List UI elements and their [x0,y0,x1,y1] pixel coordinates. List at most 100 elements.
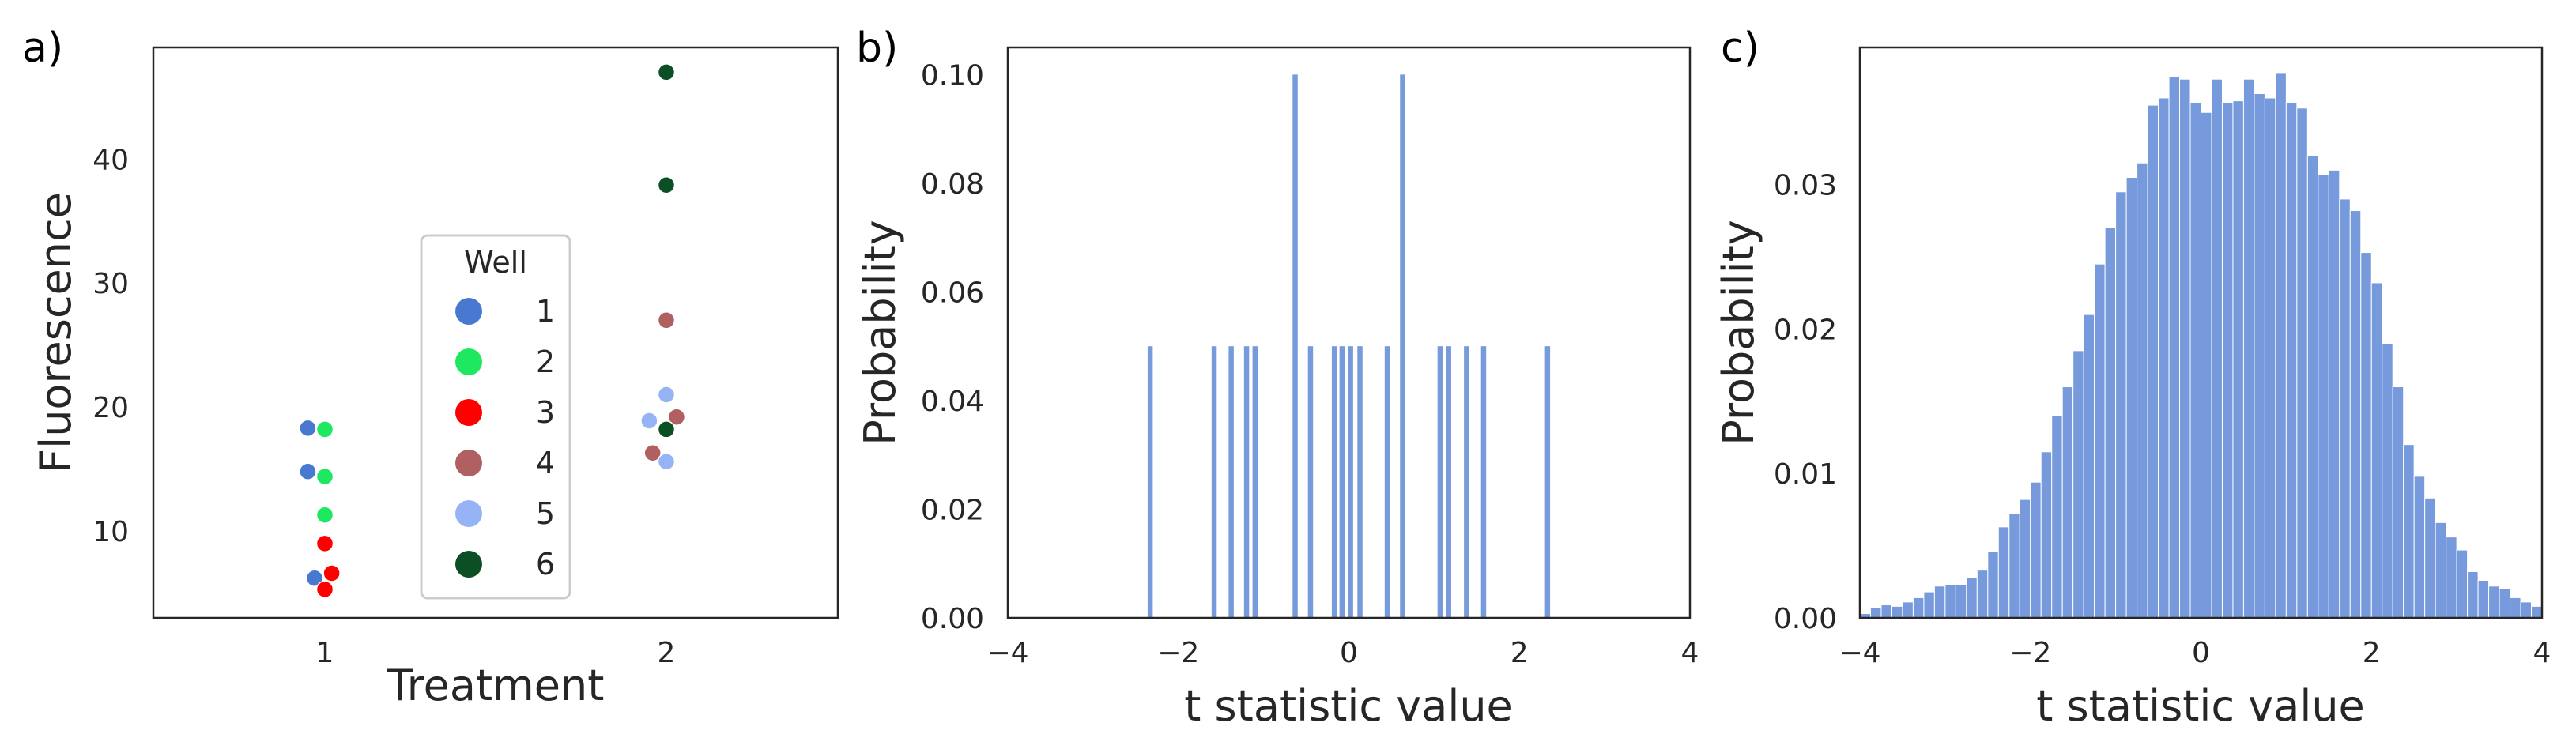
panel-c: c) 0.00 0.01 0.02 0.03 −4 −2 0 2 4 t statistic … [1714,24,2551,731]
histogram-bar [1891,605,1903,619]
histogram-bar [2370,282,2383,619]
x-tick-label: 4 [2533,637,2551,669]
histogram-bar [2211,78,2223,619]
histogram-bar [1446,346,1451,618]
histogram-bar [2306,155,2319,619]
histogram-bar [2254,92,2265,619]
legend-label: 3 [536,395,555,430]
histogram-bar [2467,571,2479,619]
legend-marker [455,348,482,375]
y-tick-label: 10 [92,516,129,548]
legend-marker [455,399,482,426]
panel-a-y-ticks: 10 20 30 40 [92,144,129,548]
histogram-bar [2510,597,2521,619]
histogram-bar [1966,577,1978,619]
x-tick-label: 2 [2363,637,2381,669]
panel-c-frame [1858,46,2544,619]
histogram-bar [1331,346,1337,618]
histogram-bar [2285,101,2298,619]
histogram-bar [1307,346,1314,618]
panel-a-x-label: Treatment [387,661,605,710]
histogram-bar [2040,451,2053,619]
scatter-point-well-1 [305,569,324,588]
y-tick-label: 0.03 [1774,170,1837,202]
histogram-bar [1400,74,1405,618]
histogram-bar [2413,476,2426,619]
histogram-bar [1933,585,1946,619]
panel-a-frame [152,46,839,619]
histogram-bar [2061,386,2074,619]
x-tick-label: 1 [316,637,334,669]
y-tick-label: 0.08 [921,168,984,201]
x-tick-label: 0 [1340,637,1358,669]
histogram-bar [2328,169,2340,619]
scatter-point-well-5 [657,386,676,404]
histogram-bar [2158,97,2170,619]
panel-a-y-label: Fluorescence [31,192,81,473]
histogram-bar [2083,314,2095,619]
histogram-bar [1987,551,1999,619]
y-tick-label: 0.01 [1774,458,1837,491]
legend-label: 5 [536,496,555,531]
legend-entries: 1 2 3 4 5 6 [455,294,555,582]
panel-a-letter: a) [22,24,63,72]
histogram-bar [2456,549,2469,619]
scatter-point-well-1 [299,462,317,481]
panel-c-y-ticks: 0.00 0.01 0.02 0.03 [1774,170,1837,635]
scatter-point-well-4 [643,443,662,462]
legend-label: 2 [536,344,555,379]
histogram-bar [1912,597,1925,619]
scatter-point-well-2 [315,506,334,524]
histogram-bar [1147,346,1153,618]
histogram-bar [1480,346,1487,618]
x-tick-label: −2 [1157,637,1199,669]
panel-c-x-ticks: −4 −2 0 2 4 [1839,637,2551,669]
panel-b-y-ticks: 0.00 0.02 0.04 0.06 0.08 0.10 [921,59,984,635]
histogram-bar [2403,444,2415,619]
panel-b-x-label: t statistic value [1184,681,1513,731]
histogram-bar [1902,601,1914,619]
scatter-point-well-3 [315,534,334,553]
panel-b: b) 0.00 0.02 0.04 0.06 0.08 0.10 −4 −2 0 2 4 t st… [855,24,1699,731]
histogram-bar [2275,73,2287,619]
histogram-bar [2125,177,2138,619]
histogram-bar [2392,386,2404,619]
panel-c-x-label: t statistic value [2036,681,2365,731]
histogram-bar [1464,346,1469,618]
histogram-bar [2339,198,2351,619]
y-tick-label: 0.02 [1774,314,1837,346]
panel-c-letter: c) [1721,24,1759,72]
x-tick-label: −4 [1839,637,1880,669]
x-tick-label: 4 [1681,637,1699,669]
histogram-bar [2094,263,2106,619]
histogram-bar [2019,499,2031,619]
y-tick-label: 30 [92,268,129,300]
scatter-point-well-6 [657,175,676,194]
histogram-bar [1976,570,1989,619]
scatter-point-well-2 [315,420,334,439]
panel-b-bars [1147,74,1551,618]
histogram-bar [1384,346,1390,618]
histogram-bar [2008,513,2020,619]
legend-label: 1 [536,294,555,329]
histogram-bar [1228,346,1234,618]
y-tick-label: 0.06 [921,277,984,309]
scatter-point-well-4 [667,408,686,426]
panel-a-points [299,63,686,599]
scatter-point-well-3 [322,564,341,582]
histogram-bar [1955,584,1967,619]
histogram-bar [2435,521,2447,619]
histogram-bar [1211,346,1217,618]
histogram-bar [1869,607,1882,619]
histogram-bar [2232,100,2244,619]
histogram-bar [2446,537,2457,619]
x-tick-label: 2 [1511,637,1529,669]
y-tick-label: 0.00 [1774,603,1837,635]
histogram-bar [1339,346,1345,618]
legend-marker [455,500,482,527]
histogram-bar [1292,74,1298,618]
histogram-bar [2520,601,2533,619]
